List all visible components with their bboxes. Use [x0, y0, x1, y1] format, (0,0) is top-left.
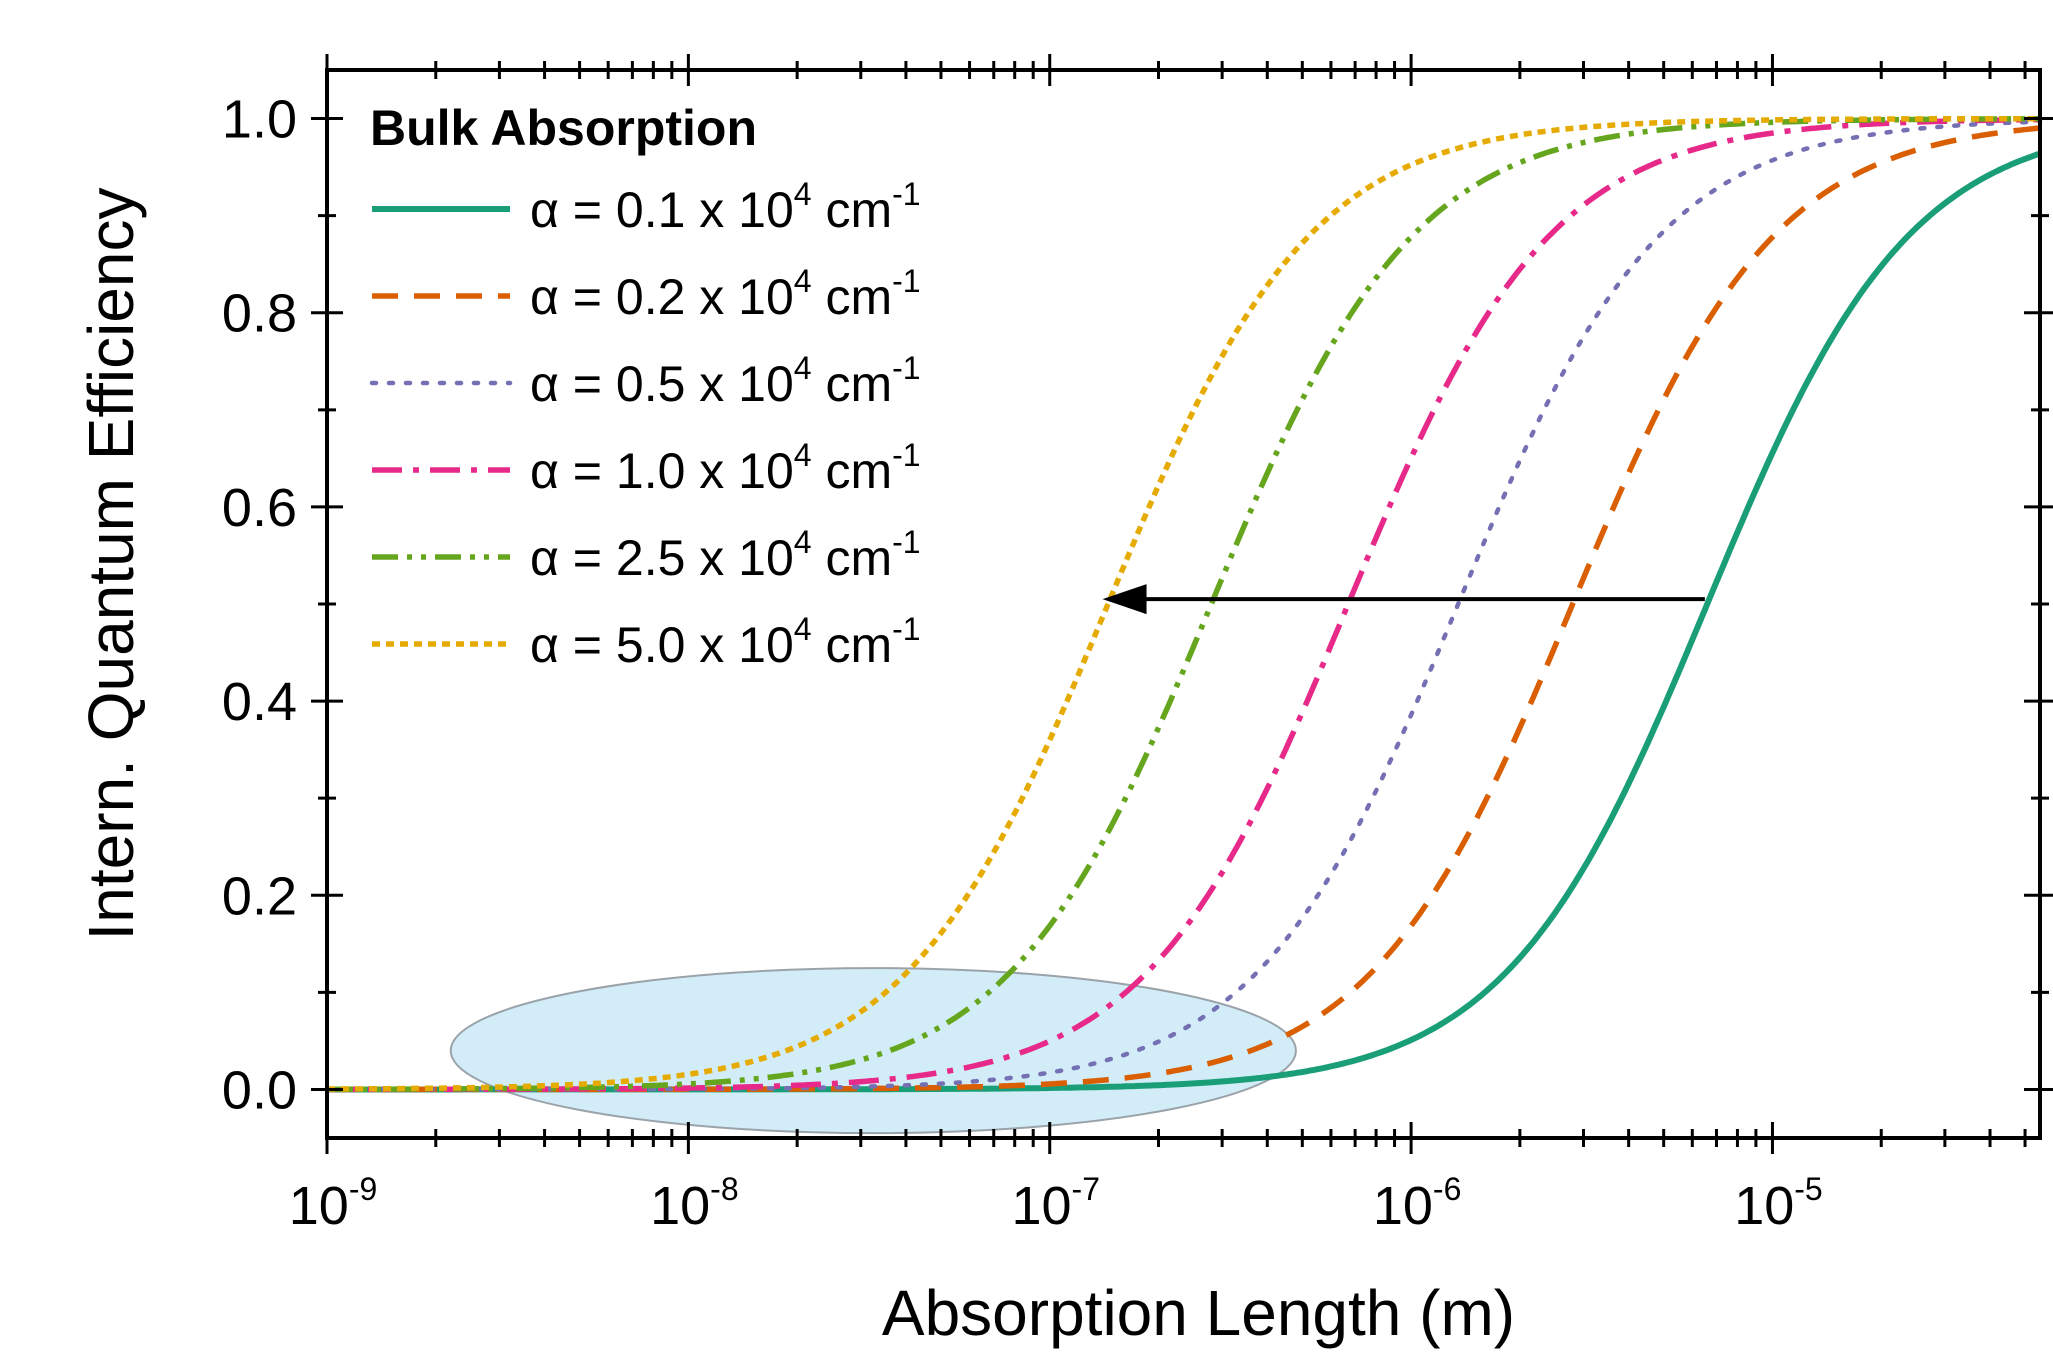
x-tick-exponent: -7	[1072, 1171, 1100, 1207]
legend-alpha-value: 1.0 x 10	[616, 443, 794, 499]
legend-unit-exponent: -1	[892, 263, 920, 299]
legend-unit-exponent: -1	[892, 524, 920, 560]
legend-alpha-exponent: 4	[794, 176, 812, 212]
legend-unit: cm	[812, 356, 893, 412]
x-tick-base: 10	[1373, 1176, 1433, 1236]
x-tick-label: 10-6	[1373, 1171, 1462, 1236]
legend-alpha-exponent: 4	[794, 524, 812, 560]
x-axis-title: Absorption Length (m)	[882, 1277, 1515, 1349]
x-tick-exponent: -9	[349, 1171, 377, 1207]
y-tick-label: 0.4	[222, 672, 297, 732]
x-tick-label: 10-9	[289, 1171, 378, 1236]
y-tick-label: 0.0	[222, 1060, 297, 1120]
legend-alpha-exponent: 4	[794, 437, 812, 473]
y-tick-label: 0.6	[222, 478, 297, 538]
legend-alpha-exponent: 4	[794, 263, 812, 299]
series-line-0.5	[324, 119, 2043, 1092]
series-line-5.0	[327, 115, 2040, 1092]
x-tick-base: 10	[650, 1176, 710, 1236]
legend-unit: cm	[812, 443, 893, 499]
series-line-1.0	[327, 116, 2040, 1093]
legend-unit-exponent: -1	[892, 611, 920, 647]
legend-alpha-exponent: 4	[794, 350, 812, 386]
legend-entry-0.5: α = 0.5 x 104 cm-1	[530, 350, 921, 412]
series-line-0.2	[326, 125, 2041, 1093]
legend-unit-exponent: -1	[892, 437, 920, 473]
legend-alpha-prefix: α =	[530, 530, 616, 586]
y-tick-label: 0.8	[222, 284, 297, 344]
x-tick-exponent: -5	[1794, 1171, 1822, 1207]
x-tick-base: 10	[289, 1176, 349, 1236]
legend-alpha-prefix: α =	[530, 269, 616, 325]
legend-unit: cm	[812, 182, 893, 238]
shift-arrow-head	[1102, 584, 1147, 615]
y-tick-label: 0.2	[222, 866, 297, 926]
legend-alpha-prefix: α =	[530, 356, 616, 412]
series-line-0.1	[327, 150, 2041, 1093]
x-tick-label: 10-7	[1011, 1171, 1100, 1236]
x-tick-base: 10	[1734, 1176, 1794, 1236]
legend-alpha-exponent: 4	[794, 611, 812, 647]
legend-entry-0.2: α = 0.2 x 104 cm-1	[530, 263, 921, 325]
legend-alpha-value: 0.5 x 10	[616, 356, 794, 412]
legend-unit: cm	[812, 269, 893, 325]
legend-alpha-prefix: α =	[530, 443, 616, 499]
legend-entry-2.5: α = 2.5 x 104 cm-1	[530, 524, 921, 586]
y-tick-label: 1.0	[222, 90, 297, 150]
legend-alpha-value: 5.0 x 10	[616, 617, 794, 673]
legend-alpha-prefix: α =	[530, 617, 616, 673]
legend-alpha-value: 0.1 x 10	[616, 182, 794, 238]
y-axis-title: Intern. Quantum Efficiency	[75, 188, 147, 941]
x-tick-exponent: -6	[1433, 1171, 1461, 1207]
legend-unit: cm	[812, 530, 893, 586]
series-line-2.5	[327, 116, 2040, 1093]
legend-unit-exponent: -1	[892, 176, 920, 212]
legend-unit: cm	[812, 617, 893, 673]
legend-alpha-value: 0.2 x 10	[616, 269, 794, 325]
x-tick-label: 10-8	[650, 1171, 739, 1236]
legend-unit-exponent: -1	[892, 350, 920, 386]
legend-alpha-prefix: α =	[530, 182, 616, 238]
x-tick-base: 10	[1011, 1176, 1071, 1236]
x-tick-label: 10-5	[1734, 1171, 1823, 1236]
legend-entry-0.1: α = 0.1 x 104 cm-1	[530, 176, 921, 238]
highlight-ellipse	[449, 967, 1297, 1135]
legend-title: Bulk Absorption	[370, 100, 757, 156]
legend-entry-1.0: α = 1.0 x 104 cm-1	[530, 437, 921, 499]
x-tick-exponent: -8	[710, 1171, 738, 1207]
legend-alpha-value: 2.5 x 10	[616, 530, 794, 586]
legend-entry-5.0: α = 5.0 x 104 cm-1	[530, 611, 921, 673]
